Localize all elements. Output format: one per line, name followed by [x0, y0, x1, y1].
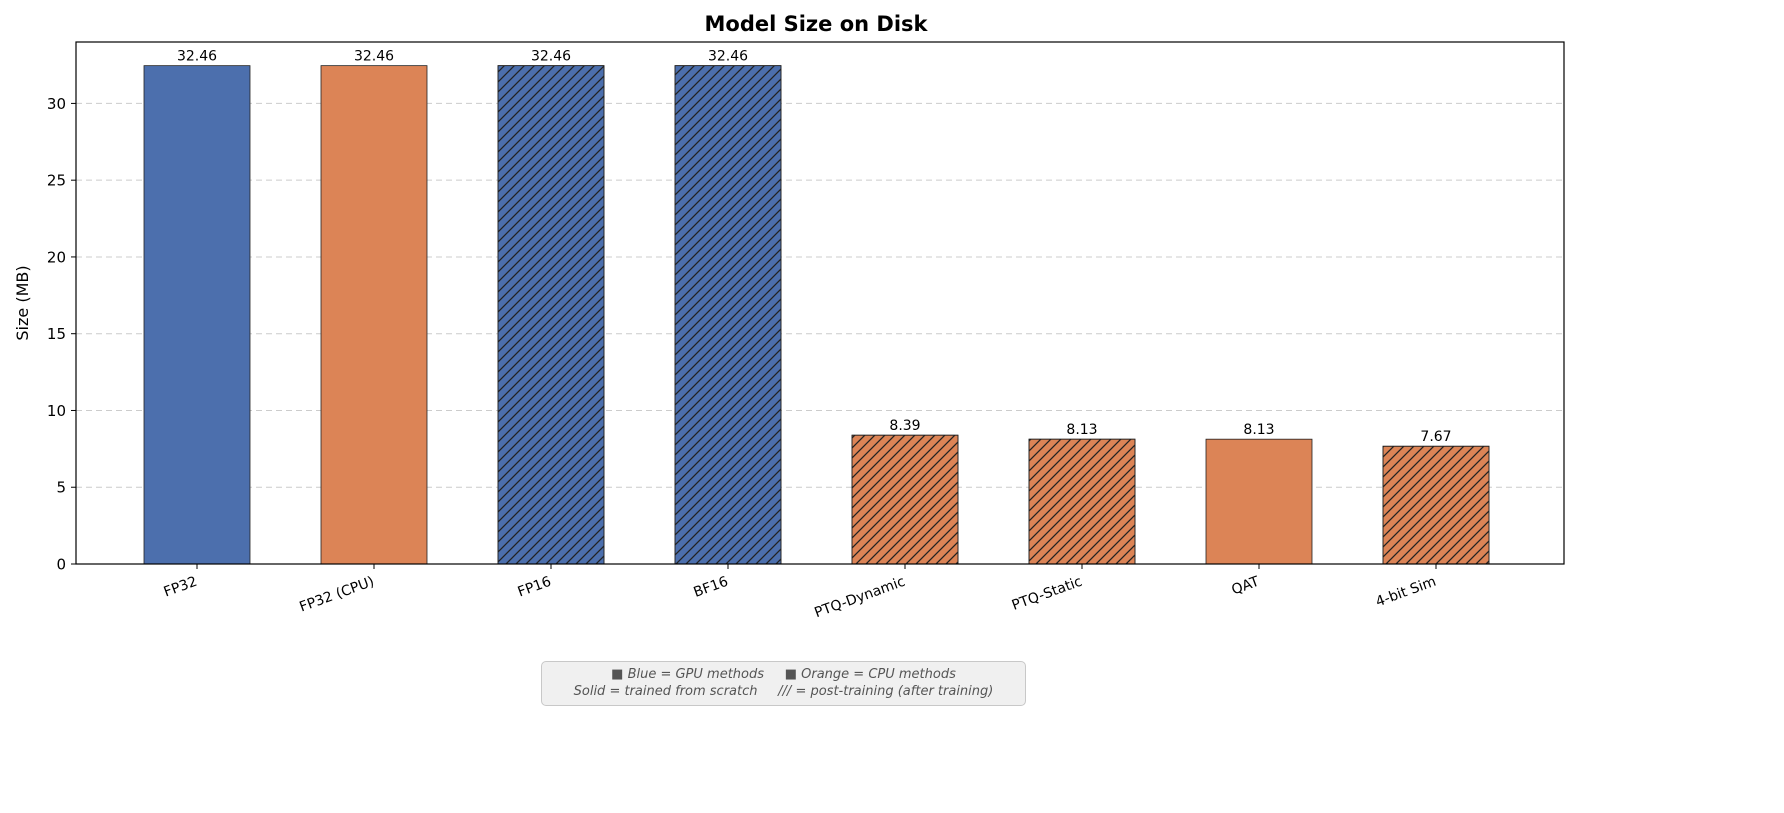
legend-cpu-text: Orange = CPU methods: [801, 667, 956, 682]
x-tick-label: BF16: [692, 574, 731, 601]
y-tick-label: 5: [56, 479, 66, 497]
x-tick-label: 4-bit Sim: [1374, 574, 1439, 611]
x-tick-label: QAT: [1230, 574, 1262, 599]
bar: [143, 65, 251, 565]
legend-hatch-text: /// = post-training (after training): [778, 684, 994, 699]
y-tick-label: 25: [47, 172, 66, 190]
bar-value-label: 8.13: [1066, 422, 1097, 438]
y-tick-label: 20: [47, 248, 66, 266]
bar-value-label: 32.46: [177, 49, 217, 65]
legend-note: ■ Blue = GPU methods ■ Orange = CPU meth…: [541, 661, 1026, 706]
legend-gpu-text: Blue = GPU methods: [627, 667, 765, 682]
bar-hatch-overlay: [1028, 438, 1136, 565]
y-axis-label: Size (MB): [13, 265, 32, 340]
bar: [320, 65, 428, 565]
bar-value-label: 32.46: [354, 49, 394, 65]
bar-value-label: 7.67: [1420, 429, 1451, 445]
y-tick-label: 0: [56, 556, 66, 574]
x-tick-label: FP16: [516, 574, 554, 601]
chart-title: Model Size on Disk: [705, 12, 929, 36]
bar-value-label: 32.46: [708, 49, 748, 65]
legend-note-line-1: ■ Blue = GPU methods ■ Orange = CPU meth…: [542, 666, 1025, 683]
bar-value-label: 8.13: [1243, 422, 1274, 438]
bar-hatch-overlay: [497, 65, 605, 565]
legend-note-line-2: Solid = trained from scratch /// = post-…: [542, 683, 1025, 700]
x-tick-label: PTQ-Dynamic: [812, 574, 907, 622]
y-tick-label: 10: [47, 402, 66, 420]
bar-value-label: 8.39: [889, 418, 920, 434]
bar-hatch-overlay: [1382, 445, 1490, 565]
x-tick-label: FP32: [162, 574, 200, 601]
bar-value-label: 32.46: [531, 49, 571, 65]
x-tick-label: PTQ-Static: [1010, 574, 1085, 614]
y-tick-label: 15: [47, 325, 66, 343]
orange-square-icon: ■: [784, 667, 797, 682]
bar-hatch-overlay: [674, 65, 782, 565]
x-tick-label: FP32 (CPU): [297, 574, 376, 616]
blue-square-icon: ■: [611, 667, 624, 682]
y-tick-label: 30: [47, 95, 66, 113]
plot-frame: [75, 41, 1565, 565]
bar: [1205, 438, 1313, 565]
legend-solid-text: Solid = trained from scratch: [573, 684, 758, 699]
bar-hatch-overlay: [851, 434, 959, 565]
